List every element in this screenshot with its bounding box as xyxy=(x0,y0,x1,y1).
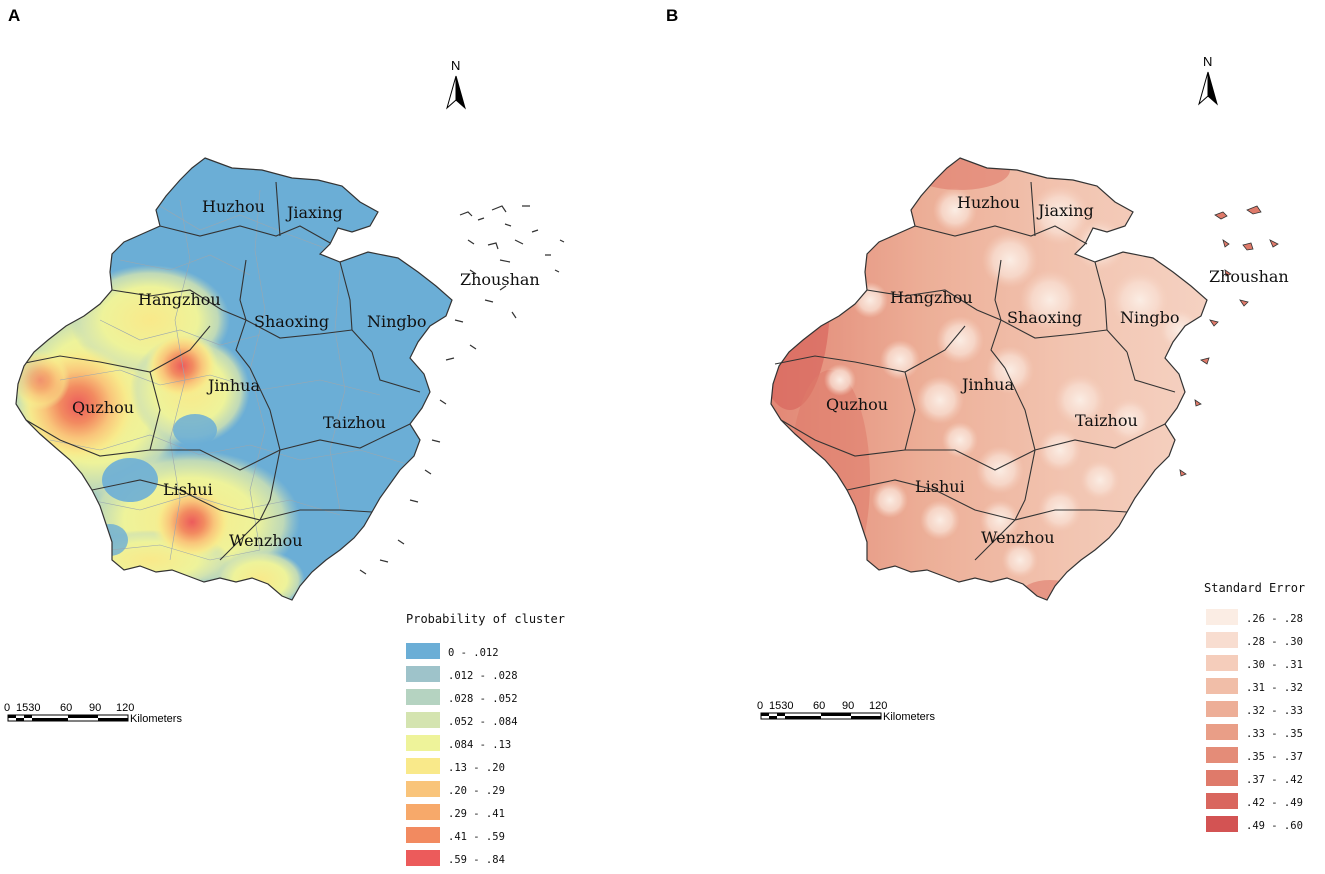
legend-swatch xyxy=(1206,816,1238,832)
legend-swatch xyxy=(406,850,440,866)
scale-unit: Kilometers xyxy=(883,711,935,723)
panel-a-north-arrow: N xyxy=(446,58,466,110)
city-label-taizhou: Taizhou xyxy=(323,413,386,432)
legend-label: .30 - .31 xyxy=(1246,659,1303,671)
panel-b-north-arrow: N xyxy=(1198,54,1218,106)
legend-swatch xyxy=(1206,678,1238,694)
legend-swatch xyxy=(406,758,440,774)
scale-tick: 1530 xyxy=(16,702,40,714)
legend-swatch xyxy=(406,781,440,797)
legend-swatch xyxy=(406,804,440,820)
city-label-jinhua: Jinhua xyxy=(206,376,260,395)
legend-label: .35 - .37 xyxy=(1246,751,1303,763)
city-label-hangzhou: Hangzhou xyxy=(890,288,973,307)
city-label-shaoxing: Shaoxing xyxy=(254,312,329,331)
scale-unit: Kilometers xyxy=(130,713,182,725)
scale-tick: 1530 xyxy=(769,700,793,712)
city-label-zhoushan: Zhoushan xyxy=(1209,267,1289,286)
legend-swatch xyxy=(406,712,440,728)
legend-label: .028 - .052 xyxy=(448,693,518,705)
legend-swatch xyxy=(1206,747,1238,763)
panel-b-letter: B xyxy=(666,6,679,25)
city-label-hangzhou: Hangzhou xyxy=(138,290,221,309)
city-label-ningbo: Ningbo xyxy=(1120,308,1180,327)
city-label-jiaxing: Jiaxing xyxy=(1036,201,1094,220)
legend-swatch xyxy=(406,689,440,705)
panel-b-legend-title: Standard Error xyxy=(1204,581,1305,595)
city-label-wenzhou: Wenzhou xyxy=(981,528,1055,547)
city-label-quzhou: Quzhou xyxy=(826,395,888,414)
panel-b-map: Huzhou Jiaxing Hangzhou Shaoxing Ningbo … xyxy=(770,157,1289,601)
legend-label: .012 - .028 xyxy=(448,670,518,682)
legend-swatch xyxy=(1206,724,1238,740)
legend-swatch xyxy=(1206,701,1238,717)
panel-b-north-label: N xyxy=(1203,54,1212,69)
legend-swatch xyxy=(1206,655,1238,671)
panel-a-legend: Probability of cluster 0 - .012 .012 - .0… xyxy=(406,612,565,866)
legend-swatch xyxy=(406,666,440,682)
scale-tick: 120 xyxy=(869,700,887,712)
scale-tick: 90 xyxy=(89,702,101,714)
city-label-ningbo: Ningbo xyxy=(367,312,427,331)
legend-label: .41 - .59 xyxy=(448,831,505,843)
city-label-zhoushan: Zhoushan xyxy=(460,270,540,289)
legend-label: .28 - .30 xyxy=(1246,636,1303,648)
legend-label: .20 - .29 xyxy=(448,785,505,797)
scale-tick: 120 xyxy=(116,702,134,714)
legend-label: .33 - .35 xyxy=(1246,728,1303,740)
legend-label: .13 - .20 xyxy=(448,762,505,774)
legend-swatch xyxy=(1206,609,1238,625)
city-label-wenzhou: Wenzhou xyxy=(229,531,303,550)
legend-swatch xyxy=(1206,632,1238,648)
panel-a-map: Huzhou Jiaxing Hangzhou Shaoxing Ningbo … xyxy=(15,157,565,601)
legend-swatch xyxy=(406,643,440,659)
panel-a-north-label: N xyxy=(451,58,460,73)
legend-label: .42 - .49 xyxy=(1246,797,1303,809)
legend-swatch xyxy=(406,735,440,751)
legend-label: .26 - .28 xyxy=(1246,613,1303,625)
legend-swatch xyxy=(406,827,440,843)
legend-label: .32 - .33 xyxy=(1246,705,1303,717)
city-label-lishui: Lishui xyxy=(163,480,213,499)
scale-tick: 60 xyxy=(60,702,72,714)
scale-tick: 90 xyxy=(842,700,854,712)
legend-label: .49 - .60 xyxy=(1246,820,1303,832)
scale-tick: 0 xyxy=(757,700,763,712)
legend-label: .052 - .084 xyxy=(448,716,518,728)
panel-b-legend: Standard Error .26 - .28 .28 - .30 .30 - .… xyxy=(1204,581,1305,832)
legend-label: .31 - .32 xyxy=(1246,682,1303,694)
city-label-huzhou: Huzhou xyxy=(957,193,1020,212)
legend-label: .084 - .13 xyxy=(448,739,511,751)
panel-a-scale-bar: 0 1530 60 90 120 Kilometers xyxy=(4,702,182,725)
scale-tick: 0 xyxy=(4,702,10,714)
legend-swatch xyxy=(1206,770,1238,786)
city-label-taizhou: Taizhou xyxy=(1075,411,1138,430)
legend-label: .59 - .84 xyxy=(448,854,505,866)
city-label-jinhua: Jinhua xyxy=(960,375,1014,394)
panel-a-letter: A xyxy=(8,6,21,25)
legend-label: 0 - .012 xyxy=(448,647,499,659)
city-label-shaoxing: Shaoxing xyxy=(1007,308,1082,327)
scale-tick: 60 xyxy=(813,700,825,712)
legend-label: .29 - .41 xyxy=(448,808,505,820)
legend-swatch xyxy=(1206,793,1238,809)
panel-b-scale-bar: 0 1530 60 90 120 Kilometers xyxy=(757,700,935,723)
city-label-lishui: Lishui xyxy=(915,477,965,496)
city-label-quzhou: Quzhou xyxy=(72,398,134,417)
legend-label: .37 - .42 xyxy=(1246,774,1303,786)
city-label-jiaxing: Jiaxing xyxy=(285,203,343,222)
panel-a-legend-title: Probability of cluster xyxy=(406,612,565,626)
city-label-huzhou: Huzhou xyxy=(202,197,265,216)
